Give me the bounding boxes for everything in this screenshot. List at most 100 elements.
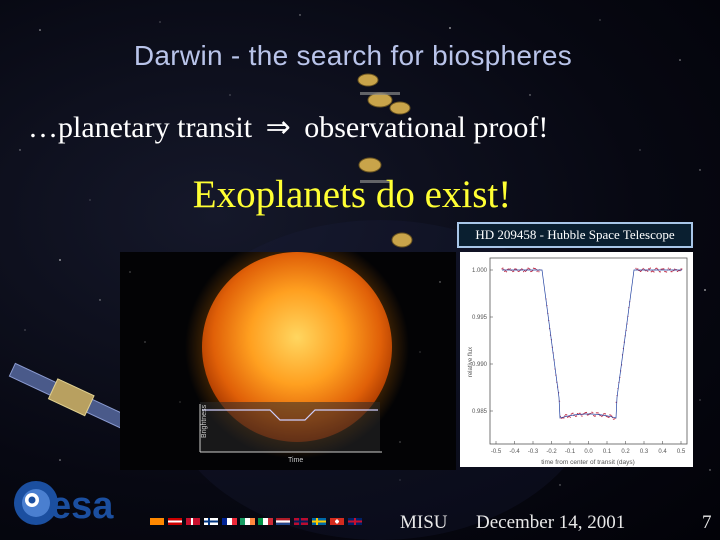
lightcurve-point (605, 415, 607, 418)
lightcurve-point (564, 415, 566, 417)
x-tick-label: 0.3 (640, 449, 649, 455)
y-tick-label: 0.995 (472, 315, 488, 321)
lightcurve-point (576, 415, 578, 417)
lightcurve-point (662, 268, 664, 270)
slide-title: Darwin - the search for biospheres (133, 40, 573, 71)
lightcurve-point (512, 270, 514, 273)
implies-arrow-icon: ⇒ (265, 111, 291, 144)
lightcurve-point (667, 267, 669, 269)
lightcurve-point (639, 270, 642, 273)
lightcurve-point (635, 267, 637, 269)
lightcurve-point (533, 267, 535, 270)
lightcurve-point (575, 415, 577, 417)
lightcurve-point (569, 416, 571, 418)
lightcurve-point (612, 418, 615, 420)
lightcurve-point (563, 417, 565, 419)
flag-icon (258, 518, 263, 525)
footer-date: December 14, 2001 (476, 512, 626, 533)
lightcurve-point (514, 268, 516, 270)
lightcurve-point (680, 268, 682, 270)
x-tick-label: -0.5 (491, 449, 502, 455)
lightcurve-point (655, 267, 657, 270)
x-tick-label: -0.2 (546, 449, 557, 455)
lightcurve-point (596, 412, 598, 414)
lightcurve-point (502, 267, 504, 269)
x-tick-label: 0.0 (584, 449, 593, 455)
lightcurve-point (587, 414, 589, 416)
x-tick-label: -0.3 (528, 449, 539, 455)
lightcurve-point (536, 270, 538, 273)
headline: Exoplanets do exist! (192, 173, 512, 216)
lightcurve-point (652, 270, 654, 272)
lightcurve-point (501, 268, 503, 270)
lightcurve-point (674, 268, 676, 270)
lightcurve-point (669, 268, 671, 270)
lightcurve-point (576, 413, 579, 415)
lightcurve-point (591, 411, 593, 413)
lightcurve-point (594, 415, 596, 417)
lightcurve-point (658, 271, 660, 273)
lightcurve-point (514, 268, 517, 270)
lightcurve-ylabel: relative flux (468, 347, 474, 377)
lightcurve-point (637, 268, 639, 270)
member-flags (150, 518, 362, 525)
lightcurve-point (570, 413, 572, 415)
lightcurve-point (509, 268, 511, 270)
lightcurve-point (648, 268, 651, 270)
lightcurve-point (671, 271, 673, 273)
lightcurve-point (579, 412, 581, 414)
lightcurve-point (505, 271, 508, 273)
subtitle-left: …planetary transit (28, 111, 253, 144)
lightcurve-point (580, 414, 582, 416)
lightcurve-point (660, 268, 662, 270)
lightcurve-point (538, 271, 540, 273)
lightcurve-point (651, 270, 653, 272)
lightcurve-point (592, 412, 594, 414)
lightcurve-point (665, 271, 667, 273)
lightcurve-point (572, 412, 574, 414)
lightcurve-point (505, 270, 507, 272)
x-tick-label: 0.4 (658, 449, 667, 455)
lightcurve-point (593, 414, 595, 417)
lightcurve-point (521, 268, 523, 270)
lightcurve-point (531, 270, 533, 272)
lightcurve-point (513, 270, 515, 272)
sun-axis-x-label: Time (288, 457, 303, 464)
lightcurve-point (604, 413, 606, 415)
lightcurve-point (609, 414, 611, 416)
lightcurve-point (603, 413, 605, 415)
lightcurve-point (647, 270, 649, 272)
lightcurve-point (530, 270, 532, 273)
y-tick-label: 1.000 (472, 268, 488, 274)
esa-logo: esa (14, 481, 114, 527)
subtitle-right: observational proof! (304, 111, 549, 144)
lightcurve-point (610, 414, 612, 416)
footer-organization: MISU (400, 512, 448, 533)
lightcurve-point (670, 271, 672, 273)
lightcurve-point (567, 416, 569, 418)
flag-icon (222, 518, 227, 525)
lightcurve-point (645, 270, 647, 272)
lightcurve-point (599, 415, 601, 417)
lightcurve-fit-line (502, 269, 682, 419)
lightcurve-point (594, 415, 597, 417)
x-tick-label: 0.1 (603, 449, 612, 455)
lightcurve-point (653, 271, 655, 273)
lightcurve-point (534, 267, 536, 270)
lightcurve-xlabel: time from center of transit (days) (541, 459, 635, 466)
lightcurve-point (565, 414, 567, 416)
lightcurve-point (613, 418, 615, 420)
x-tick-label: -0.4 (509, 449, 520, 455)
lightcurve-point (597, 412, 599, 414)
sun-transit-image: Brightness Time (120, 252, 456, 470)
lightcurve-point (585, 411, 588, 414)
slide-number: 7 (702, 512, 712, 533)
lightcurve-plot: 1.000 0.995 0.990 0.985 -0.5 -0.4 -0.3 -0.2 -0.… (460, 252, 693, 467)
lightcurve-point (532, 267, 535, 269)
lightcurve-point (527, 267, 529, 269)
lightcurve-point (518, 270, 520, 272)
lightcurve-point (515, 268, 517, 270)
y-tick-label: 0.985 (472, 409, 488, 415)
lightcurve-point (524, 270, 526, 273)
